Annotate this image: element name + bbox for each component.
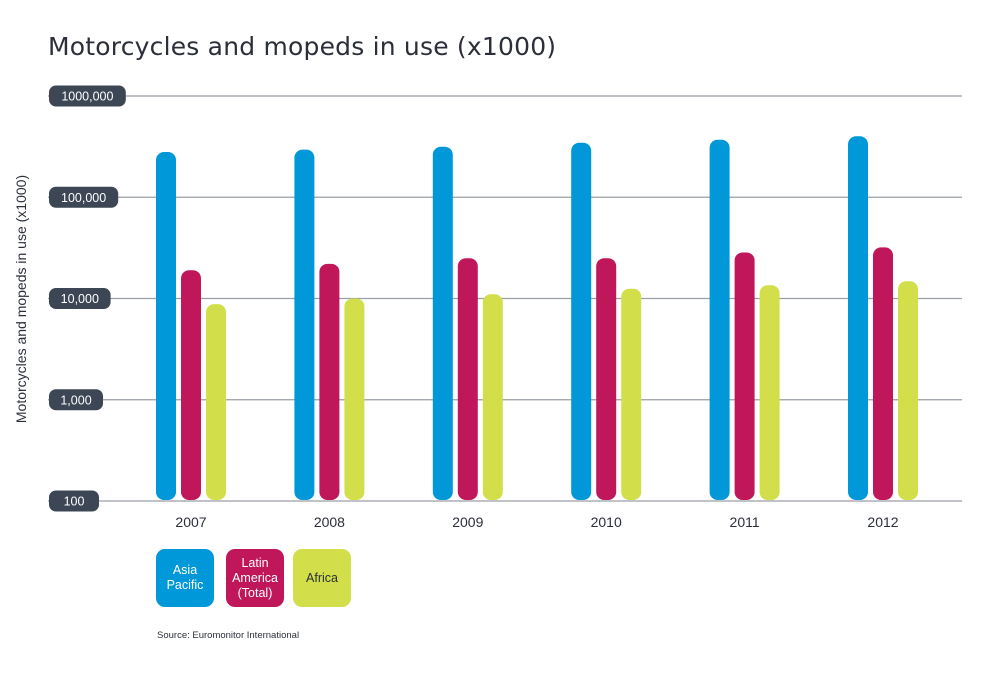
bar (294, 149, 315, 500)
bar (482, 294, 503, 500)
x-tick-label: 2009 (452, 514, 483, 530)
bar (457, 258, 478, 500)
legend-item: Africa (293, 549, 351, 607)
bar (181, 270, 201, 500)
bar (621, 288, 642, 500)
bar (156, 151, 176, 500)
x-tick-label: 2011 (730, 514, 760, 530)
x-tick-label: 2010 (591, 514, 622, 530)
y-tick-badge (49, 389, 103, 411)
x-tick-label: 2008 (314, 514, 345, 530)
y-tick-badge (49, 490, 99, 512)
bar (319, 263, 340, 500)
bar (734, 252, 755, 500)
y-tick-badge (49, 288, 111, 309)
bar (432, 146, 453, 500)
bar (759, 285, 780, 500)
bar (571, 142, 592, 500)
bar (344, 298, 365, 500)
y-tick-label: 1000,000 (61, 90, 113, 104)
bar (596, 258, 617, 500)
y-tick-label: 10,000 (61, 292, 99, 306)
bar (873, 247, 893, 500)
y-tick-badge (49, 186, 119, 208)
y-tick-badge (49, 85, 126, 107)
y-tick-label: 1,000 (60, 393, 91, 407)
bar (206, 304, 226, 500)
bar (898, 281, 918, 500)
legend-item: Asia Pacific (156, 549, 214, 607)
x-tick-label: 2012 (867, 514, 898, 530)
bar (709, 139, 730, 500)
source-note: Source: Euromonitor International (157, 630, 300, 641)
legend-item: Latin America (Total) (226, 549, 284, 607)
x-tick-label: 2007 (175, 514, 206, 530)
y-tick-label: 100,000 (61, 191, 106, 205)
chart-title: Motorcycles and mopeds in use (x1000) (48, 32, 557, 61)
bar (848, 136, 868, 500)
y-tick-label: 100 (64, 495, 85, 509)
y-axis-label: Motorcycles and mopeds in use (x1000) (13, 174, 29, 424)
